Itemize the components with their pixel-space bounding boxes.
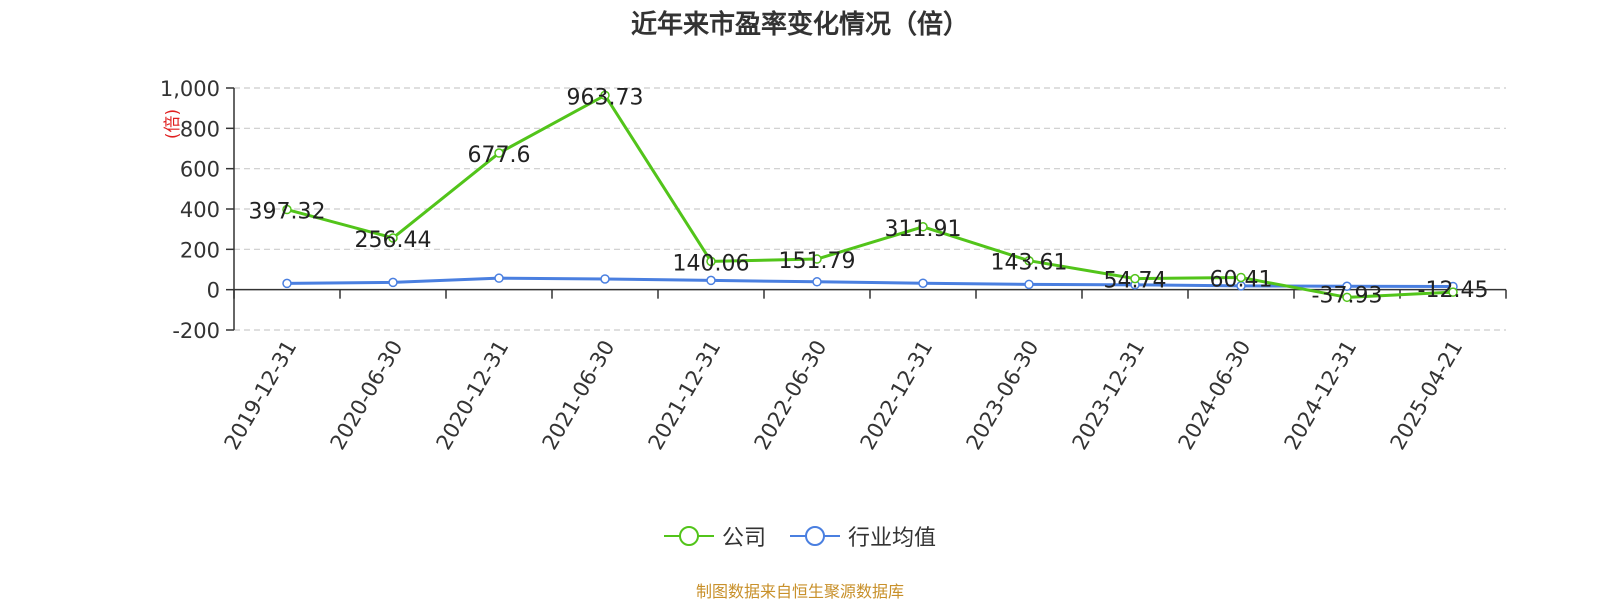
data-label: 143.61 (991, 251, 1068, 276)
data-point-company (600, 90, 610, 101)
legend-swatch-industry (790, 526, 840, 546)
y-tick-label: 800 (180, 117, 220, 141)
x-tick-label: 2024-12-31 (1280, 336, 1362, 454)
data-label: -12.45 (1418, 278, 1489, 303)
data-point-industry (706, 275, 716, 286)
x-tick-label: 2023-06-30 (962, 336, 1044, 454)
data-label: 963.73 (567, 85, 644, 110)
y-tick-label: -200 (172, 319, 220, 343)
data-point-company (494, 148, 504, 158)
x-tick-label: 2021-12-31 (644, 336, 726, 454)
x-tick-label: 2024-06-30 (1174, 336, 1256, 454)
legend-label-company: 公司 (721, 526, 766, 551)
legend-item-company[interactable]: 公司 (663, 520, 766, 552)
y-tick-label: 600 (180, 158, 220, 182)
x-tick-label: 2021-06-30 (538, 336, 620, 454)
series-line-industry (286, 276, 1454, 288)
x-tick-label: 2020-12-31 (432, 336, 514, 454)
y-tick-label: 0 (207, 279, 220, 303)
data-label: 397.32 (249, 200, 326, 225)
data-point-industry (1024, 279, 1034, 290)
data-point-industry (282, 278, 292, 289)
data-point-industry (812, 277, 822, 287)
data-point-company (388, 233, 398, 243)
y-tick-label: 200 (180, 238, 220, 262)
x-tick-label: 2023-12-31 (1068, 336, 1150, 454)
y-tick-label: 400 (180, 198, 220, 222)
data-point-industry (494, 273, 504, 283)
legend-swatch-company (663, 526, 714, 546)
data-source-note: 制图数据来自恒生聚源数据库 (695, 582, 904, 601)
data-label: 151.79 (779, 249, 856, 274)
data-point-company (1448, 287, 1458, 297)
data-point-company (282, 204, 292, 215)
data-point-company (1342, 292, 1352, 303)
y-axis-label: (倍) (163, 109, 183, 139)
legend-item-industry[interactable]: 行业均值 (790, 520, 936, 552)
chart-title: 近年来市盈率变化情况（倍） (630, 10, 969, 40)
legend-label-industry: 行业均值 (848, 526, 937, 551)
data-label: 256.44 (355, 228, 432, 253)
data-point-company (1130, 273, 1140, 284)
data-label: 140.06 (673, 251, 750, 276)
data-label: 54.74 (1104, 269, 1167, 294)
x-tick-label: 2025-04-21 (1386, 336, 1468, 454)
data-point-industry (388, 277, 398, 288)
y-tick-label: 1,000 (160, 77, 220, 101)
x-tick-label: 2022-06-30 (750, 336, 832, 454)
data-point-industry (918, 278, 928, 288)
data-label: -37.93 (1312, 283, 1383, 308)
x-tick-label: 2022-12-31 (856, 336, 938, 454)
data-point-company (918, 222, 928, 232)
data-label: 311.91 (885, 217, 962, 242)
data-point-industry (600, 274, 610, 284)
data-point-company (812, 254, 822, 264)
data-label: 60.41 (1210, 267, 1273, 292)
series-line-company (286, 93, 1454, 299)
data-point-company (706, 256, 716, 267)
data-label: 677.6 (468, 143, 531, 168)
data-point-company (1024, 255, 1034, 266)
x-tick-label: 2019-12-31 (220, 336, 302, 454)
data-point-industry (1342, 281, 1352, 291)
data-point-company (1236, 272, 1246, 283)
x-tick-label: 2020-06-30 (326, 336, 408, 454)
legend: 公司 行业均值 (0, 520, 1600, 552)
